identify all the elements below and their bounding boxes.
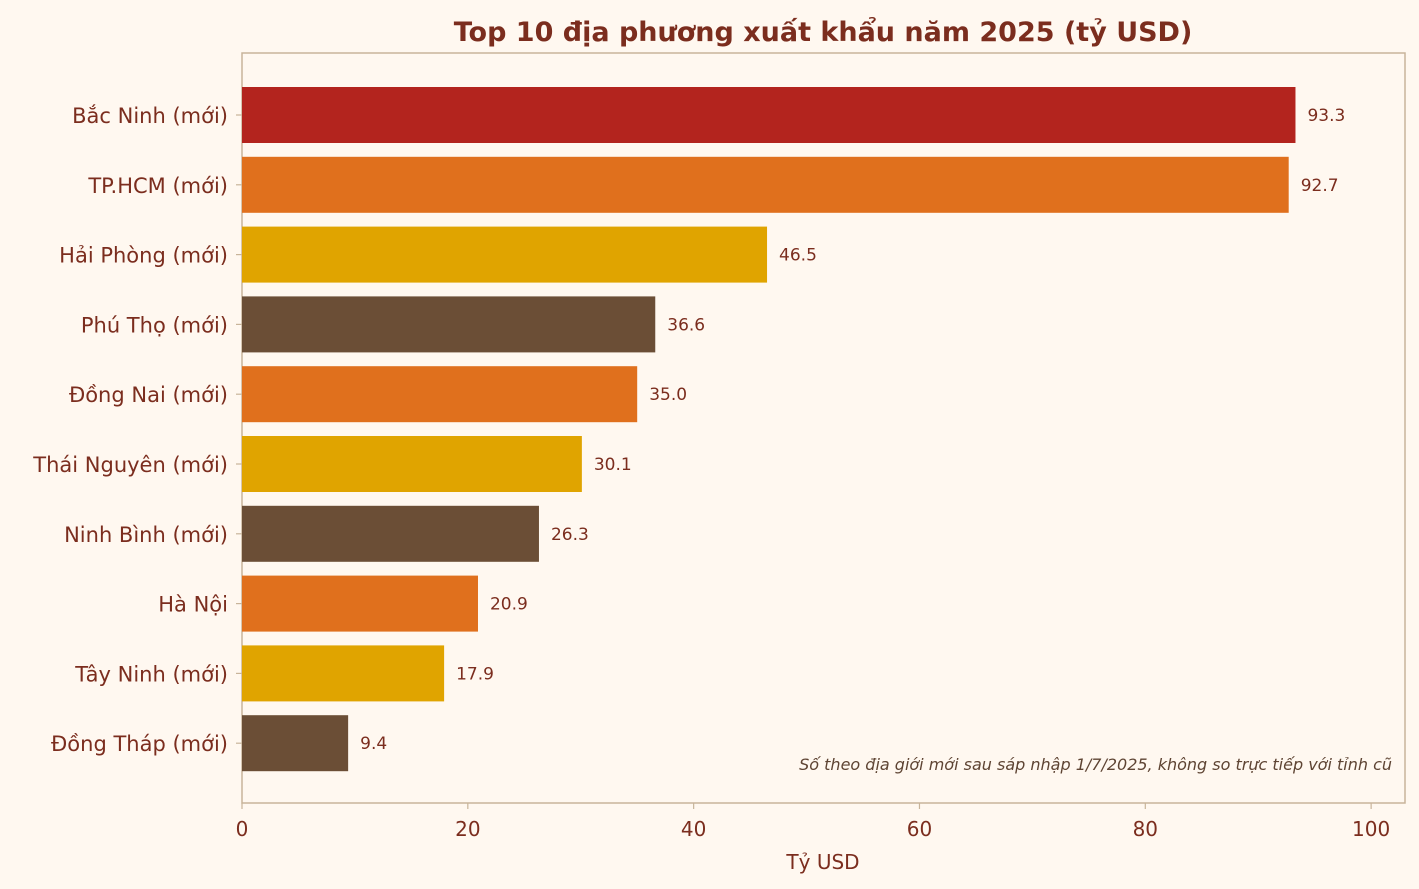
value-label-1: 92.7	[1301, 176, 1339, 196]
chart-annotation: Số theo địa giới mới sau sáp nhập 1/7/20…	[799, 755, 1392, 774]
x-tick-label-2: 40	[681, 817, 706, 841]
category-label-5: Thái Nguyên (mới)	[32, 453, 228, 477]
category-label-7: Hà Nội	[158, 593, 228, 617]
plot-frame	[241, 52, 1406, 804]
chart-title: Top 10 địa phương xuất khẩu năm 2025 (tỷ…	[454, 15, 1193, 48]
value-label-7: 20.9	[490, 595, 528, 615]
value-label-9: 9.4	[360, 734, 387, 754]
x-tick-label-0: 0	[236, 817, 249, 841]
value-label-5: 30.1	[594, 455, 632, 475]
value-label-3: 36.6	[667, 315, 705, 335]
x-tick-label-5: 100	[1352, 817, 1390, 841]
bar-4	[242, 366, 638, 423]
value-label-0: 93.3	[1307, 106, 1345, 126]
bar-1	[242, 156, 1289, 213]
category-label-6: Ninh Bình (mới)	[64, 523, 228, 547]
bar-3	[242, 296, 656, 353]
bar-5	[242, 436, 582, 492]
category-label-8: Tây Ninh (mới)	[74, 662, 228, 686]
value-label-8: 17.9	[456, 664, 494, 684]
category-label-0: Bắc Ninh (mới)	[72, 104, 228, 128]
value-label-4: 35.0	[649, 385, 687, 405]
x-axis-label: Tỷ USD	[785, 850, 859, 874]
category-label-1: TP.HCM (mới)	[87, 174, 228, 198]
bars-group: Bắc Ninh (mới) 93.3 TP.HCM (mới) 92.7 Hải Ph…	[32, 87, 1345, 772]
value-label-2: 46.5	[779, 246, 817, 266]
category-label-3: Phú Thọ (mới)	[81, 313, 228, 337]
x-tick-label-1: 20	[455, 817, 480, 841]
bar-2	[242, 226, 768, 283]
bar-7	[242, 575, 478, 632]
bar-9	[242, 715, 349, 772]
x-ticks-group: 0 20 40 60 80 100	[236, 803, 1390, 841]
category-label-9: Đồng Tháp (mới)	[51, 732, 228, 756]
category-label-2: Hải Phòng (mới)	[59, 244, 228, 268]
x-tick-label-4: 80	[1133, 817, 1158, 841]
x-tick-label-3: 60	[907, 817, 932, 841]
category-label-4: Đồng Nai (mới)	[69, 383, 228, 407]
bar-8	[242, 645, 445, 702]
value-label-6: 26.3	[551, 525, 589, 545]
bar-0	[242, 87, 1296, 143]
bar-6	[242, 505, 539, 562]
